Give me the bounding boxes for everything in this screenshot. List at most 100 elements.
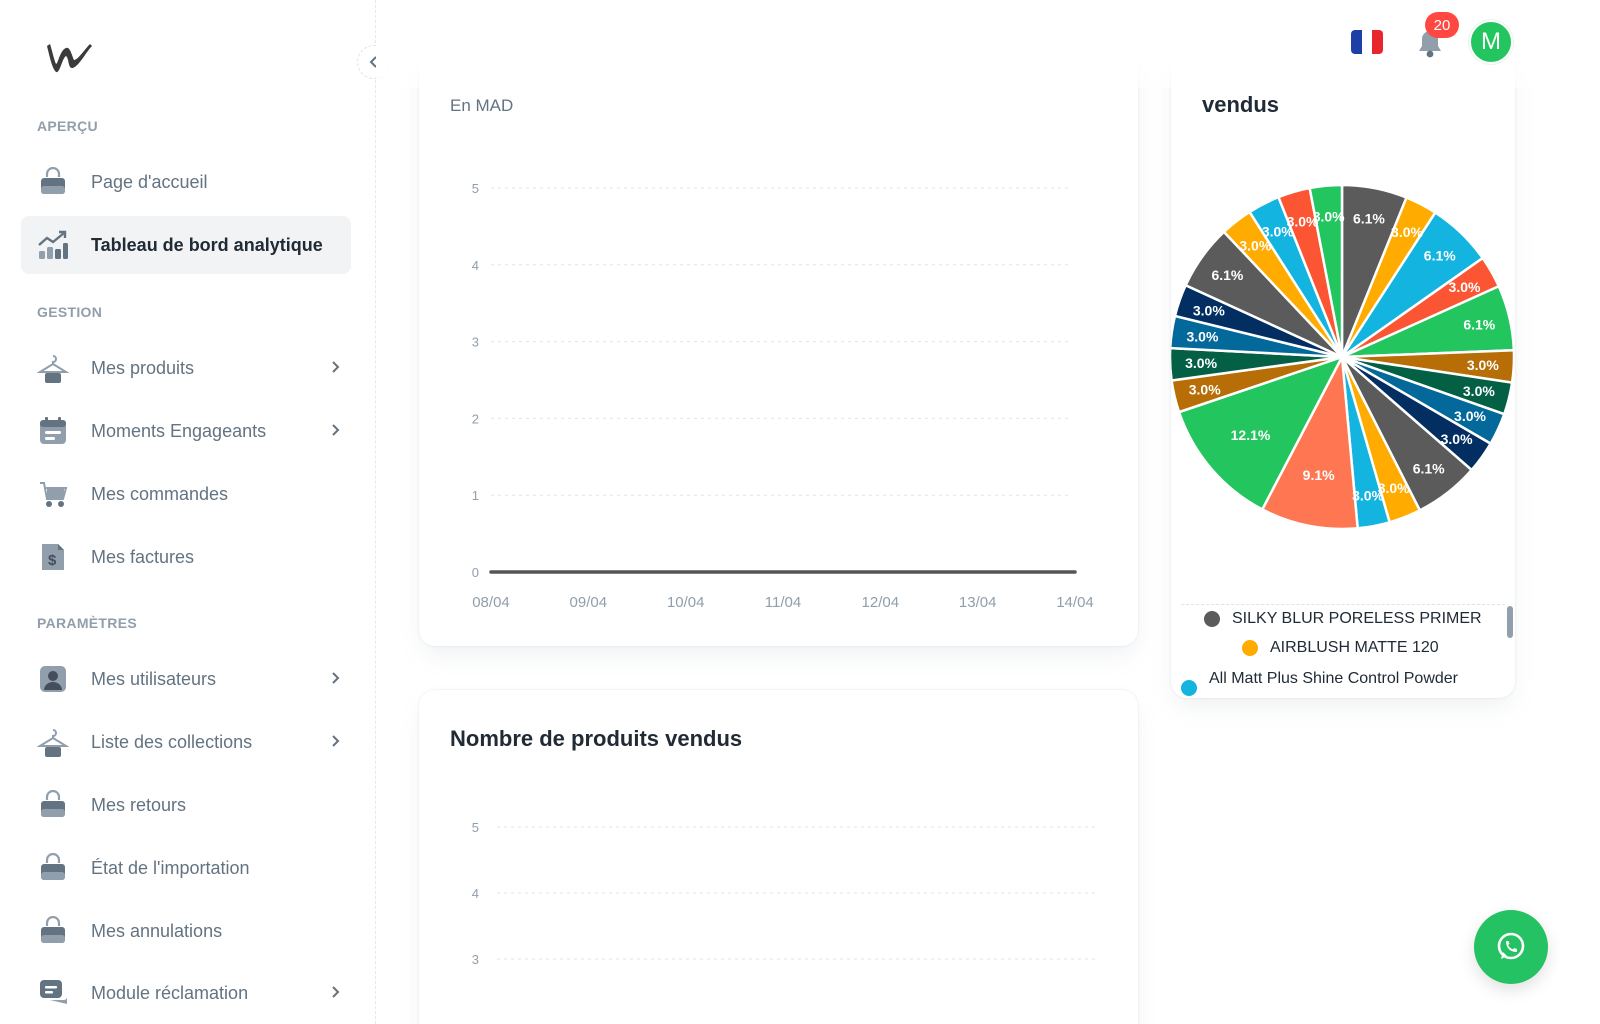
sidebar-item-home[interactable]: Page d'accueil [21, 153, 351, 211]
hanger-icon [37, 726, 69, 758]
header-bar [376, 0, 1600, 88]
sidebar-item-engaging-moments[interactable]: Moments Engageants [21, 402, 351, 460]
legend-item[interactable]: AIRBLUSH MATTE 120 [1242, 639, 1439, 657]
y-tick-label: 3 [472, 335, 479, 350]
pie-slice [1260, 352, 1360, 531]
pie-slice-label: 12.1% [1231, 427, 1271, 443]
pie-slice-label: 3.0% [1287, 214, 1319, 230]
sidebar-item-label: Moments Engageants [91, 420, 267, 441]
legend-item[interactable]: All Matt Plus Shine Control Powder [1181, 668, 1489, 696]
calendar-icon [37, 415, 69, 447]
y-tick-label: 1 [472, 488, 479, 503]
chevron-right-icon [321, 983, 351, 1004]
legend-dot [1181, 680, 1197, 696]
notification-badge: 20 [1425, 12, 1459, 38]
pie-slice-label: 6.1% [1413, 460, 1445, 476]
pie-slice-label: 3.0% [1454, 408, 1486, 424]
invoice-icon: $ [37, 541, 69, 573]
sidebar-item-cancellations[interactable]: Mes annulations [21, 902, 351, 960]
pie-slice-label: 3.0% [1313, 209, 1345, 225]
pie-slice-label: 6.1% [1463, 317, 1495, 333]
sidebar-item-users[interactable]: Mes utilisateurs [21, 650, 351, 708]
sidebar-item-claims[interactable]: Module réclamation [21, 964, 351, 1022]
section-title-parametres: PARAMÈTRES [37, 615, 137, 631]
chevron-left-icon [369, 56, 377, 68]
chat-icon [37, 977, 69, 1009]
bag-icon [37, 789, 69, 821]
language-fr-flag-icon[interactable] [1351, 30, 1383, 54]
y-tick-label: 4 [472, 886, 479, 901]
y-tick-label: 0 [472, 565, 479, 580]
legend-divider [1181, 604, 1505, 605]
products-sold-title: Nombre de produits vendus [450, 726, 743, 751]
sidebar-item-label: Page d'accueil [91, 171, 208, 192]
pie-slice [1308, 183, 1344, 358]
x-tick-label: 14/04 [1056, 594, 1094, 611]
sidebar-item-collections[interactable]: Liste des collections [21, 713, 351, 771]
pie-slice-label: 3.0% [1449, 279, 1481, 295]
bag-icon [37, 915, 69, 947]
sidebar-item-label: Mes annulations [91, 920, 223, 941]
y-tick-label: 5 [472, 181, 479, 196]
pie-slice-label: 3.0% [1467, 357, 1499, 373]
chevron-right-icon [321, 732, 351, 753]
products-pie-chart: 6.1%3.0%6.1%3.0%6.1%3.0%3.0%3.0%3.0%6.1%… [1171, 183, 1515, 531]
currency-subtitle: En MAD [450, 96, 514, 115]
whatsapp-button[interactable] [1474, 910, 1548, 984]
user-icon [37, 663, 69, 695]
y-tick-label: 3 [472, 952, 479, 967]
y-tick-label: 5 [472, 820, 479, 835]
products-sold-line-chart: 3 4 5 [472, 820, 1099, 967]
section-title-apercu: APERÇU [37, 118, 98, 134]
analytics-icon [37, 229, 69, 261]
pie-slice-label: 6.1% [1424, 247, 1456, 263]
pie-slice-label: 9.1% [1303, 467, 1335, 483]
chevron-right-icon [321, 421, 351, 442]
sidebar-item-label: Mes factures [91, 546, 195, 567]
y-tick-label: 2 [472, 411, 479, 426]
legend-label: AIRBLUSH MATTE 120 [1270, 639, 1439, 656]
sidebar-item-analytics[interactable]: Tableau de bord analytique [21, 216, 351, 274]
sidebar-item-label: Mes produits [91, 357, 195, 378]
sidebar-item-import-status[interactable]: État de l'importation [21, 839, 351, 897]
bag-icon [37, 852, 69, 884]
sidebar-item-label: Mes commandes [91, 483, 229, 504]
logo-icon[interactable] [44, 38, 96, 78]
pie-slice-label: 3.0% [1391, 224, 1423, 240]
x-tick-label: 08/04 [472, 594, 510, 611]
pie-slice-label: 3.0% [1185, 355, 1217, 371]
section-title-gestion: GESTION [37, 304, 103, 320]
pie-slice [1177, 354, 1345, 512]
sidebar-item-label: Mes retours [91, 794, 187, 815]
revenue-chart-card: En MAD 0 1 2 3 4 5 08/04 09/04 10/04 11/04 12/04 13… [419, 40, 1138, 646]
y-tick-label: 4 [472, 258, 479, 273]
x-tick-label: 10/04 [667, 594, 705, 611]
pie-slice [1171, 346, 1343, 382]
pie-slice-label: 3.0% [1463, 383, 1495, 399]
pie-slice-label: 3.0% [1193, 303, 1225, 319]
sidebar-item-label: Module réclamation [91, 982, 249, 1003]
pie-slice-label: 3.0% [1187, 328, 1219, 344]
sidebar-item-returns[interactable]: Mes retours [21, 776, 351, 834]
sidebar-item-label: Liste des collections [91, 731, 253, 752]
products-pie-card: vendus 6.1% 3.0% 6.1% 3.0% 6.1% 3.0% 3.0% 3.0% 3… [1171, 40, 1515, 698]
pie-slice-label: 3.0% [1441, 431, 1473, 447]
sidebar-item-label: Tableau de bord analytique [91, 234, 323, 255]
pie-slice-label: 6.1% [1211, 267, 1243, 283]
legend-dot [1204, 611, 1220, 627]
pie-slice-label: 6.1% [1353, 211, 1385, 227]
pie-slice-label: 3.0% [1352, 488, 1384, 504]
sidebar-item-invoices[interactable]: $ Mes factures [21, 528, 351, 586]
pie-slice-label: 3.0% [1262, 223, 1294, 239]
sidebar-item-orders[interactable]: Mes commandes [21, 465, 351, 523]
x-tick-label: 12/04 [862, 594, 900, 611]
user-avatar[interactable]: M [1469, 20, 1513, 64]
chevron-right-icon [321, 358, 351, 379]
sidebar: APERÇU Page d'accueil Tableau de bord an… [0, 0, 391, 1024]
legend-scrollbar[interactable] [1507, 606, 1513, 638]
pie-slice-label: 3.0% [1189, 381, 1221, 397]
sidebar-item-products[interactable]: Mes produits [21, 339, 351, 397]
legend-item[interactable]: SILKY BLUR PORELESS PRIMER [1204, 610, 1482, 628]
x-tick-label: 11/04 [765, 594, 801, 611]
pie-slice-label: 3.0% [1378, 480, 1410, 496]
